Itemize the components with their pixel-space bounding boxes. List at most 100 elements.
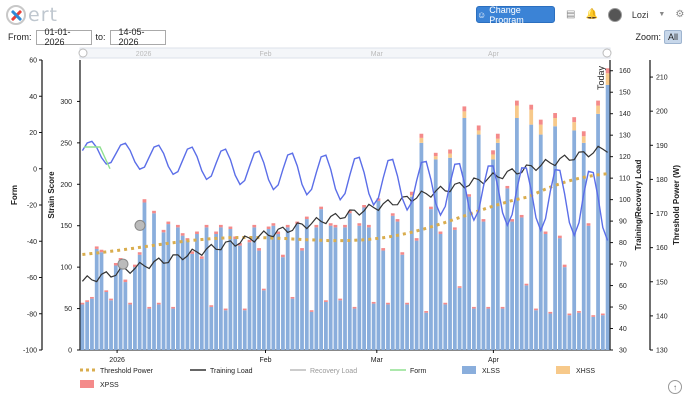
xpss-bar [309,310,314,312]
scroll-top-button[interactable]: ↑ [668,380,682,394]
legend-label: XPSS [100,382,119,389]
xpss-bar [223,308,228,311]
x-tick-label: Mar [371,357,384,364]
load-tick-label: 90 [619,219,627,226]
x-tick-label: 2026 [109,357,125,364]
threshold-tick-label: 160 [656,245,668,252]
from-date-input[interactable]: 01-01-2026 [35,27,92,47]
xlss-bar [228,229,233,350]
user-name[interactable]: Lozi [631,9,649,20]
threshold-tick-label: 190 [656,143,668,150]
xlss-bar [309,311,314,350]
xhss-bar [529,109,534,125]
xpss-bar [567,313,572,316]
xpss-bar [395,219,400,222]
xpss-bar [472,306,476,309]
from-label: From: [8,32,32,42]
ruler-icon[interactable]: ▤ [566,9,576,20]
form-tick-label: 20 [29,130,37,137]
xpss-bar [438,231,443,234]
xpss-bar [376,198,381,201]
xpss-bar [137,252,142,255]
xpss-bar [195,231,199,234]
xlss-bar [467,196,472,350]
xlss-bar [261,290,266,350]
xpss-bar [204,224,209,228]
form-line-positive [84,146,111,170]
xpss-bar [352,306,357,309]
to-date-input[interactable]: 14-05-2026 [109,27,166,47]
xhss-bar [572,122,577,131]
xlss-bar [591,316,596,350]
threshold-tick-label: 170 [656,211,668,218]
xpss-bar [347,210,352,214]
xpss-bar [424,311,429,313]
xpss-bar [233,236,238,239]
legend-label: Threshold Power [100,368,154,375]
threshold-tick-label: 130 [656,348,668,355]
xlss-bar [519,217,524,350]
xhss-bar [491,154,495,160]
strain-tick-label: 250 [60,140,72,147]
xpss-bar [175,224,180,228]
avatar[interactable] [607,7,622,22]
xpss-bar [548,311,553,314]
xpss-bar [218,224,223,228]
xlss-bar [252,227,257,350]
xpss-bar [400,252,405,255]
change-program-button[interactable]: ☺ Change Program [476,5,555,25]
training-chart[interactable]: 2026 Feb Mar Apr050100150200250300-100-80-6… [0,46,690,400]
xpss-bar [562,264,567,268]
xlss-bar [295,224,300,350]
xlss-bar [123,282,128,350]
xlss-bar [462,118,467,350]
xpss-bar [166,221,171,225]
xpss-bar [515,100,519,106]
xlss-bar [486,308,491,350]
xlss-bar [300,250,304,350]
settings-icon[interactable]: ⚙ [675,9,685,20]
xpss-bar [524,283,529,286]
strain-tick-label: 150 [60,223,72,230]
bell-icon[interactable]: 🔔 [585,9,598,20]
legend-swatch [80,380,94,388]
load-tick-label: 30 [619,348,627,355]
xlss-bar [581,142,586,350]
xlss-bar [448,157,452,350]
xlss-bar [223,310,228,350]
xlss-bar [175,227,180,350]
xlss-bar [242,310,247,350]
load-tick-label: 150 [619,90,631,97]
form-tick-label: 40 [29,94,37,101]
zoom-all-button[interactable]: All [663,30,682,44]
xhss-bar [581,136,586,143]
xlss-bar [180,235,185,350]
xpss-bar [557,235,562,239]
xlss-bar [80,304,85,350]
xlss-bar [357,225,362,350]
xlss-bar [386,304,390,350]
xpss-bar [109,298,113,301]
zoom-control: Zoom: All [635,30,682,44]
chevron-down-icon[interactable]: ▼ [658,11,666,18]
strain-tick-label: 300 [60,99,72,106]
xpss-bar [290,296,295,299]
app-logo[interactable]: ert [6,4,58,26]
xpss-bar [104,290,109,292]
xlss-bar [347,213,352,350]
load-tick-label: 80 [619,240,627,247]
xpss-bar [123,279,128,283]
legend-label: Training Load [210,368,253,375]
xlss-bar [90,298,94,350]
header-icons: ▤ 🔔 Lozi ▼ ⚙ [566,6,684,23]
xlss-bar [218,227,223,350]
xpss-bar [147,306,152,309]
xlss-bar [390,215,395,350]
xlss-bar [304,219,309,350]
top-bar: ert ☺ Change Program ▤ 🔔 Lozi ▼ ⚙ [0,0,690,28]
threshold-axis-title: Threshold Power (W) [672,165,681,245]
load-axis-title: Training/Recovery Load [634,160,643,251]
xlss-bar [395,221,400,350]
threshold-tick-label: 180 [656,177,668,184]
navigator-label: Apr [488,51,500,58]
